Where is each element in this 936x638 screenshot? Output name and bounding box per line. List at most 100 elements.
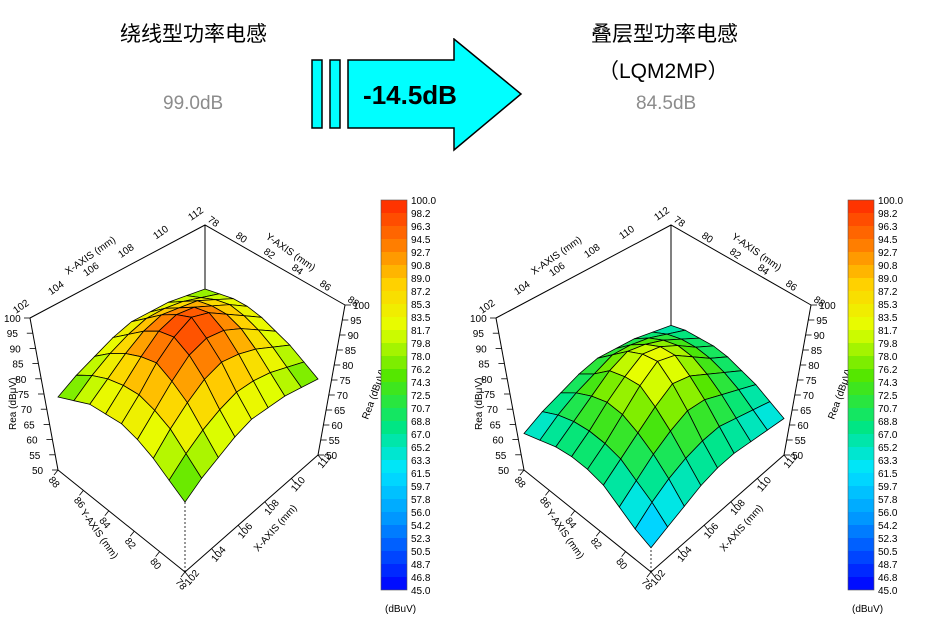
x-back-tick-label: 104 xyxy=(512,279,532,298)
x-tick xyxy=(317,454,323,461)
colorbar-unit: (dBuV) xyxy=(852,604,883,615)
colorbar-swatch xyxy=(848,421,874,434)
y-tick-label: 80 xyxy=(613,556,629,572)
colorbar-level-label: 79.8 xyxy=(878,339,898,350)
y-tick xyxy=(155,551,160,557)
reduction-arrow: -14.5dB xyxy=(311,38,523,152)
x-tick xyxy=(757,478,762,484)
colorbar-swatch xyxy=(381,330,407,343)
colorbar-swatch xyxy=(848,304,874,317)
colorbar-level-label: 48.7 xyxy=(411,560,431,571)
z-tick-label-left: 60 xyxy=(492,436,504,447)
colorbar-swatch xyxy=(848,577,874,590)
left-title: 绕线型功率电感 xyxy=(120,22,267,46)
colorbar-level-label: 67.0 xyxy=(411,430,431,441)
colorbar-frame xyxy=(847,199,875,591)
colorbar-level-label: 98.2 xyxy=(411,209,431,220)
colorbar-swatch xyxy=(848,252,874,265)
colorbar-swatch xyxy=(848,239,874,252)
colorbar-swatch xyxy=(848,213,874,226)
y-back-tick-label: 80 xyxy=(699,230,715,246)
z-tick-label-right: 55 xyxy=(329,436,341,447)
x-tick xyxy=(184,571,190,578)
z-tick-label-right: 65 xyxy=(800,406,812,417)
z-tick-label-right: 70 xyxy=(337,391,349,402)
colorbar-level-label: 65.2 xyxy=(878,443,898,454)
arrow-bar-2 xyxy=(329,59,341,129)
colorbar-swatch xyxy=(381,421,407,434)
z-tick-label-right: 65 xyxy=(334,406,346,417)
colorbar-level-label: 83.5 xyxy=(878,313,898,324)
z-tick-label-right: 50 xyxy=(326,451,338,462)
z-tick-label-right: 95 xyxy=(816,316,828,327)
colorbar-swatch xyxy=(381,369,407,382)
colorbar-level-label: 94.5 xyxy=(878,235,898,246)
z-tick-label-left: 90 xyxy=(476,344,488,355)
colorbar-level-label: 100.0 xyxy=(411,196,436,207)
colorbar-swatch xyxy=(848,356,874,369)
colorbar-level-label: 81.7 xyxy=(878,326,898,337)
colorbar-level-label: 61.5 xyxy=(411,469,431,480)
colorbar-swatch xyxy=(848,551,874,564)
x-tick xyxy=(677,548,682,554)
surface-chart-2: 50 50 55 55 60 60 65 65 70 70 75 75 80 80 85 85 90 90 95 95… xyxy=(470,196,903,615)
colorbar-level-label: 46.8 xyxy=(411,573,431,584)
colorbar-swatch xyxy=(381,304,407,317)
colorbar-level-label: 52.3 xyxy=(411,534,431,545)
colorbar-level-label: 56.0 xyxy=(411,508,431,519)
surface-cell xyxy=(634,501,669,549)
colorbar-level-label: 78.0 xyxy=(411,352,431,363)
colorbar-level-label: 50.5 xyxy=(878,547,898,558)
x-tick xyxy=(211,548,216,554)
z-tick-label-left: 75 xyxy=(18,390,30,401)
colorbar-swatch xyxy=(381,577,407,590)
y-tick xyxy=(180,571,186,578)
colorbar-level-label: 90.8 xyxy=(411,261,431,272)
z-tick-label-right: 90 xyxy=(814,331,826,342)
colorbar-level-label: 92.7 xyxy=(411,248,431,259)
right-title: 叠层型功率电感 xyxy=(591,22,738,46)
colorbar-level-label: 98.2 xyxy=(878,209,898,220)
x-tick xyxy=(264,501,270,508)
z-tick-label-right: 95 xyxy=(350,316,362,327)
colorbar-level-label: 63.3 xyxy=(411,456,431,467)
z-axis-title-left: Rea (dBμV) xyxy=(8,378,19,430)
z-tick-label-left: 80 xyxy=(15,375,27,386)
colorbar-swatch xyxy=(848,200,874,213)
x-tick xyxy=(703,524,709,531)
colorbar-swatch xyxy=(381,382,407,395)
y-back-tick-label: 82 xyxy=(261,246,277,262)
z-tick-label-right: 60 xyxy=(331,421,343,432)
z-tick-label-left: 60 xyxy=(26,436,38,447)
colorbar-swatch xyxy=(848,434,874,447)
z-tick-label-left: 50 xyxy=(498,466,510,477)
arrow-label: -14.5dB xyxy=(363,80,457,110)
colorbar-swatch xyxy=(381,239,407,252)
y-tick xyxy=(519,469,525,476)
y-back-tick-label: 78 xyxy=(205,214,221,230)
z-tick-label-right: 80 xyxy=(808,361,820,372)
z-tick-label-left: 55 xyxy=(29,451,41,462)
y-tick xyxy=(545,490,550,496)
colorbar-swatch xyxy=(848,317,874,330)
colorbar-level-label: 78.0 xyxy=(878,352,898,363)
z-tick-label-left: 85 xyxy=(12,360,24,371)
colorbar-level-label: 81.7 xyxy=(411,326,431,337)
z-tick-label-right: 60 xyxy=(797,421,809,432)
colorbar-swatch xyxy=(848,408,874,421)
colorbar-swatch xyxy=(848,564,874,577)
y-tick xyxy=(53,469,59,476)
z-tick-label-left: 70 xyxy=(21,405,33,416)
colorbar-level-label: 94.5 xyxy=(411,235,431,246)
colorbar-level-label: 57.8 xyxy=(411,495,431,506)
colorbar-swatch xyxy=(381,408,407,421)
colorbar-swatch xyxy=(381,447,407,460)
colorbar-swatch xyxy=(381,200,407,213)
colorbar-swatch xyxy=(848,460,874,473)
z-tick-label-right: 70 xyxy=(803,391,815,402)
x-back-tick-label: 112 xyxy=(186,205,206,223)
colorbar-level-label: 54.2 xyxy=(411,521,431,532)
x-tick xyxy=(237,524,243,531)
colorbar-level-label: 67.0 xyxy=(878,430,898,441)
y-axis-title: Y-AXIS (mm) xyxy=(78,507,120,561)
